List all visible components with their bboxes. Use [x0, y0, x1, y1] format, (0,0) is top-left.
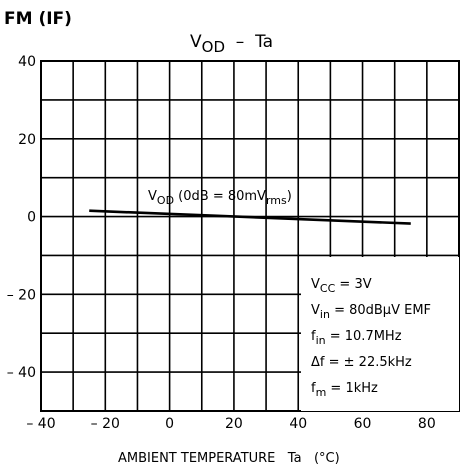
x-axis-tick-labels: – 40 – 20 0 20 40 60 80 — [26, 416, 435, 432]
x-tick-label: – 20 — [91, 416, 120, 432]
plot-frame — [40, 60, 460, 412]
condition-line: VCC = 3V — [311, 277, 372, 295]
x-tick-label: 40 — [289, 416, 307, 432]
y-tick-label: 40 — [18, 54, 36, 70]
y-tick-label: 20 — [18, 132, 36, 148]
chart-title: VOD – Ta — [190, 32, 273, 56]
y-tick-label: 0 — [27, 210, 36, 226]
condition-line: fin = 10.7MHz — [311, 329, 402, 347]
series-label: VOD (0dB = 80mVrms) — [148, 189, 292, 207]
x-tick-label: 80 — [418, 416, 436, 432]
conditions-box — [301, 257, 459, 411]
y-axis-tick-labels: 40 20 0 – 20 – 40 — [7, 54, 36, 381]
x-tick-label: 60 — [354, 416, 372, 432]
y-tick-label: – 40 — [7, 365, 36, 381]
header-label: FM (IF) — [4, 9, 72, 29]
grid-lines — [41, 61, 459, 411]
condition-line: fm = 1kHz — [311, 381, 378, 399]
x-tick-label: – 40 — [26, 416, 55, 432]
conditions-text: VCC = 3V Vin = 80dBµV EMF fin = 10.7MHz Δf … — [311, 277, 431, 399]
condition-line: Δf = ± 22.5kHz — [311, 355, 412, 370]
x-tick-label: 0 — [165, 416, 174, 432]
x-tick-label: 20 — [225, 416, 243, 432]
x-axis-label: AMBIENT TEMPERATURE Ta (°C) — [118, 451, 340, 466]
series-lines — [89, 209, 411, 225]
condition-line: Vin = 80dBµV EMF — [311, 303, 431, 321]
series-line-vod — [89, 209, 411, 225]
y-tick-label: – 20 — [7, 287, 36, 303]
